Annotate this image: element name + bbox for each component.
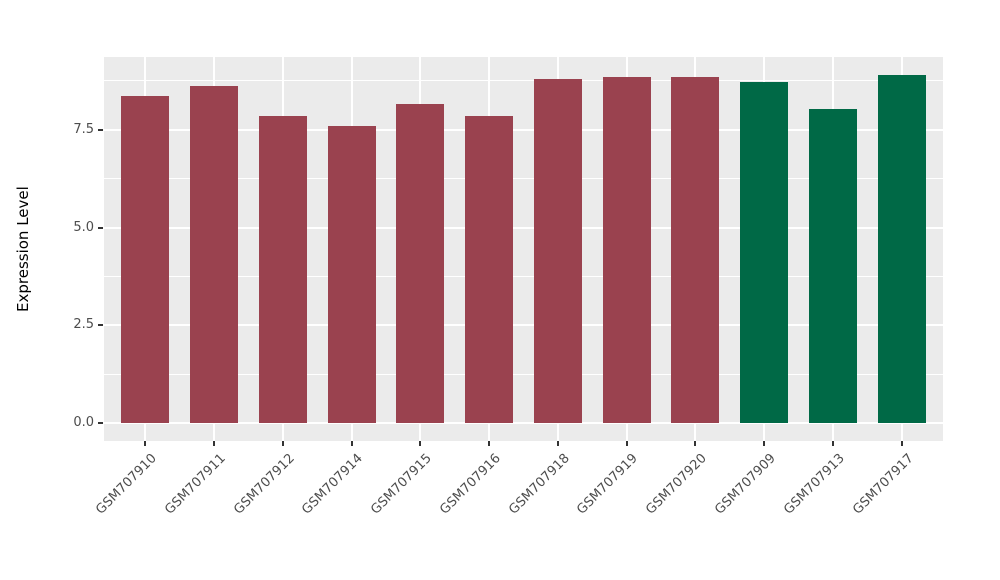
bar-GSM707920 — [671, 77, 720, 423]
bar-GSM707917 — [877, 74, 926, 423]
gridline-major-y — [104, 226, 943, 229]
x-tick-mark — [213, 441, 216, 446]
x-tick-mark — [763, 441, 766, 446]
y-tick-mark — [98, 422, 103, 424]
gridline-minor-y — [104, 80, 943, 82]
x-tick-label: GSM707920 — [643, 451, 711, 518]
bar-GSM707910 — [121, 96, 170, 423]
gridline-major-y — [104, 128, 943, 131]
plot-panel — [104, 57, 943, 441]
x-tick-label: GSM707913 — [780, 451, 848, 518]
x-tick-label: GSM707910 — [93, 451, 160, 518]
x-tick-label: GSM707918 — [505, 451, 573, 518]
bar-GSM707914 — [327, 125, 376, 423]
x-tick-mark — [625, 441, 628, 446]
bar-GSM707916 — [465, 115, 514, 423]
x-tick-label: GSM707914 — [299, 451, 367, 518]
bar-GSM707919 — [602, 76, 651, 423]
y-tick-mark — [98, 128, 103, 131]
x-tick-mark — [694, 441, 697, 446]
x-tick-mark — [419, 441, 422, 446]
x-tick-mark — [488, 441, 491, 446]
gridline-major-y — [104, 422, 943, 424]
y-tick-mark — [98, 324, 103, 327]
x-tick-mark — [831, 441, 834, 446]
bar-GSM707909 — [740, 82, 789, 423]
gridline-minor-y — [104, 373, 943, 375]
gridline-minor-y — [104, 275, 943, 277]
gridline-major-y — [104, 324, 943, 327]
x-tick-mark — [281, 441, 284, 446]
gridline-minor-y — [104, 178, 943, 180]
x-tick-label: GSM707912 — [230, 451, 298, 518]
x-tick-label: GSM707919 — [574, 451, 642, 518]
x-tick-label: GSM707911 — [162, 451, 229, 518]
bar-GSM707911 — [189, 86, 239, 423]
x-tick-mark — [144, 441, 147, 446]
bar-GSM707918 — [533, 79, 582, 423]
x-tick-label: GSM707917 — [849, 451, 917, 518]
bar-GSM707912 — [258, 116, 307, 423]
y-axis-title: Expression Level — [14, 186, 32, 312]
x-tick-mark — [350, 441, 353, 446]
x-tick-label: GSM707916 — [437, 451, 504, 518]
bar-GSM707913 — [808, 109, 858, 423]
x-tick-label: GSM707909 — [712, 451, 779, 518]
x-tick-label: GSM707915 — [368, 451, 435, 518]
x-tick-mark — [556, 441, 559, 446]
bar-GSM707915 — [396, 104, 445, 423]
y-tick-mark — [98, 226, 103, 229]
x-tick-mark — [900, 441, 903, 446]
